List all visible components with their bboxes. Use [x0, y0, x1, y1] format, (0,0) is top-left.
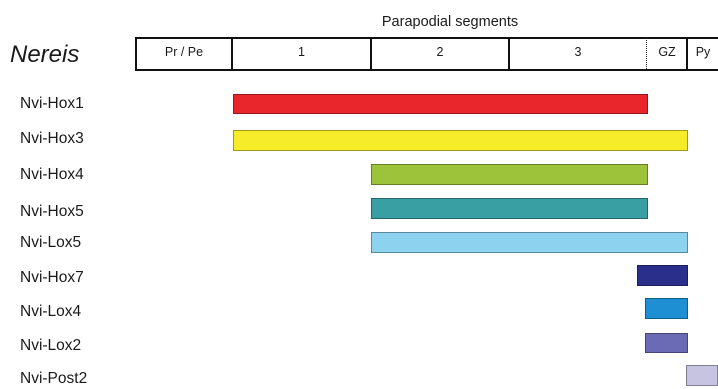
segment-label-2: 2: [436, 45, 444, 59]
gene-label-hox4: Nvi-Hox4: [20, 166, 84, 183]
segment-label-3: 3: [574, 45, 582, 59]
gene-label-post2: Nvi-Post2: [20, 370, 88, 387]
expression-bar-lox2: [645, 333, 688, 353]
gene-label-lox5: Nvi-Lox5: [20, 234, 82, 251]
segment-divider: [231, 37, 233, 71]
expression-bar-lox5: [371, 232, 688, 253]
segment-divider: [370, 37, 372, 71]
segment-label-gz: GZ: [658, 45, 676, 59]
segment-label-py: Py: [695, 45, 711, 59]
segment-divider: [508, 37, 510, 71]
gene-label-lox4: Nvi-Lox4: [20, 303, 82, 320]
gene-label-hox5: Nvi-Hox5: [20, 203, 84, 220]
segment-divider-dotted: [646, 37, 647, 71]
gene-label-hox7: Nvi-Hox7: [20, 269, 84, 286]
segment-bar: [135, 37, 718, 71]
expression-bar-hox3: [233, 130, 688, 151]
expression-bar-hox5: [371, 198, 648, 219]
segments-title: Parapodial segments: [381, 14, 519, 30]
segment-label-prpe: Pr / Pe: [164, 45, 204, 59]
gene-label-hox3: Nvi-Hox3: [20, 130, 84, 147]
segment-label-1: 1: [298, 45, 305, 59]
expression-bar-post2: [686, 365, 718, 386]
gene-label-lox2: Nvi-Lox2: [20, 337, 82, 354]
segment-divider: [686, 37, 688, 71]
gene-label-hox1: Nvi-Hox1: [20, 95, 84, 112]
expression-bar-lox4: [645, 298, 688, 319]
expression-bar-hox7: [637, 265, 688, 286]
organism-label: Nereis: [10, 41, 80, 68]
expression-bar-hox4: [371, 164, 648, 185]
expression-bar-hox1: [233, 94, 648, 114]
